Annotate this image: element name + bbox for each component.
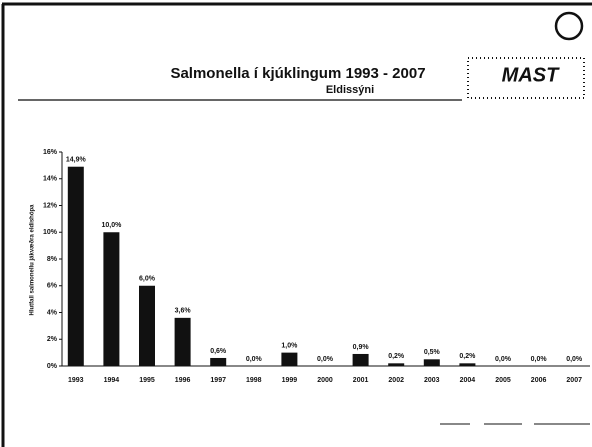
bar	[281, 352, 298, 366]
value-label: 10,0%	[101, 222, 122, 229]
y-tick-label: 8%	[47, 256, 58, 263]
bar	[174, 317, 191, 366]
x-tick-label: 1998	[246, 377, 262, 384]
value-label: 0,0%	[566, 356, 583, 363]
value-label: 14,9%	[66, 157, 87, 164]
value-label: 0,0%	[531, 356, 548, 363]
x-tick-label: 2005	[495, 377, 511, 384]
value-label: 0,9%	[353, 344, 370, 351]
partner-logo	[554, 11, 584, 41]
bar	[459, 363, 476, 366]
y-tick-label: 16%	[43, 149, 58, 156]
bar	[103, 232, 120, 366]
chart-subtitle: Eldissýni	[326, 84, 374, 96]
y-tick-label: 6%	[47, 283, 58, 290]
value-label: 1,0%	[281, 342, 298, 349]
chart-title: Salmonella í kjúklingum 1993 - 2007	[170, 65, 425, 82]
x-tick-label: 1993	[68, 377, 84, 384]
bar	[352, 353, 369, 366]
x-tick-label: 1997	[210, 377, 226, 384]
y-axis-label: Hlutfall salmonellu jákvæðra eldishópa	[29, 204, 36, 316]
value-label: 0,5%	[424, 349, 441, 356]
value-label: 0,6%	[210, 348, 227, 355]
y-tick-label: 4%	[47, 309, 58, 316]
x-tick-label: 2006	[531, 377, 547, 384]
plot: 0% 2% 4% 6% 8% 10% 12% 14% 16% 1993 14,9% 1994 10,0%…	[43, 149, 590, 384]
y-tick-label: 10%	[43, 229, 58, 236]
x-tick-label: 2003	[424, 377, 440, 384]
x-tick-label: 1995	[139, 377, 155, 384]
value-label: 6,0%	[139, 276, 156, 283]
bar	[67, 166, 84, 366]
bar	[210, 357, 227, 366]
x-tick-label: 2004	[460, 377, 476, 384]
y-tick-label: 12%	[43, 202, 58, 209]
y-tick-label: 2%	[47, 336, 58, 343]
x-tick-label: 2002	[388, 377, 404, 384]
value-label: 0,2%	[459, 353, 476, 360]
logo-border	[467, 57, 585, 99]
x-tick-label: 2001	[353, 377, 369, 384]
bar	[139, 285, 155, 366]
x-tick-label: 2007	[566, 377, 582, 384]
value-label: 0,0%	[317, 356, 334, 363]
value-label: 0,0%	[495, 356, 512, 363]
value-label: 0,0%	[246, 356, 263, 363]
bar	[388, 363, 405, 366]
y-tick-label: 0%	[47, 363, 58, 370]
x-tick-label: 1994	[104, 377, 120, 384]
value-label: 0,2%	[388, 353, 405, 360]
x-tick-label: 1999	[282, 377, 298, 384]
logo-text: MAST	[502, 64, 560, 86]
bar	[423, 359, 440, 366]
x-tick-label: 2000	[317, 377, 333, 384]
y-tick-label: 14%	[43, 176, 58, 183]
x-tick-label: 1996	[175, 377, 191, 384]
value-label: 3,6%	[175, 308, 192, 315]
